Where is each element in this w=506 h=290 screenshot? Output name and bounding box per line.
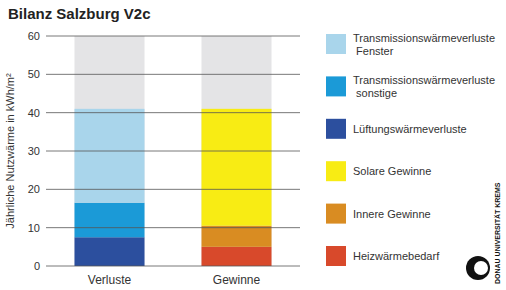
legend-swatch — [326, 76, 346, 96]
grid-line — [46, 266, 300, 267]
legend-line: Transmissionswärmeverluste — [353, 32, 495, 44]
bar-segment — [75, 237, 145, 266]
logo-mark — [466, 256, 490, 280]
grid-line — [46, 151, 300, 152]
tick-label: 50 — [28, 68, 40, 80]
legend-line: sonstige — [353, 87, 397, 99]
tick-label: 30 — [28, 145, 40, 157]
grid-line — [46, 112, 300, 113]
grid-line — [46, 189, 300, 190]
grid-line — [46, 74, 300, 75]
legend-swatch — [326, 246, 346, 266]
grid-line — [46, 227, 300, 228]
grid-line — [46, 36, 300, 37]
bar-segment — [75, 109, 145, 203]
category-label: Verluste — [88, 273, 132, 287]
bars — [75, 109, 272, 266]
legend-swatch — [326, 204, 346, 224]
legend-label: Solare Gewinne — [353, 165, 431, 177]
y-axis-label: Jährliche Nutzwärme in kWh/m² — [4, 73, 16, 229]
legend-line: Fenster — [353, 45, 394, 57]
tick-label: 10 — [28, 222, 40, 234]
legend-line: Transmissionswärmeverluste — [353, 74, 495, 86]
legend-label: Transmissionswärmeverluste Fenster — [353, 32, 495, 57]
legend-label: Heizwärmebedarf — [353, 250, 440, 262]
logo-mark — [474, 261, 488, 275]
tick-label: 0 — [34, 260, 40, 272]
tick-label: 40 — [28, 107, 40, 119]
legend-swatch — [326, 119, 346, 139]
legend-label: Lüftungswärmeverluste — [353, 123, 467, 135]
chart: Bilanz Salzburg V2c Jährliche Nutzwärme i… — [0, 0, 506, 290]
bar-segment — [202, 109, 272, 226]
legend-label: Innere Gewinne — [353, 208, 431, 220]
tick-label: 60 — [28, 30, 40, 42]
category-label: Gewinne — [213, 273, 261, 287]
bar-segment — [75, 203, 145, 238]
logo-text: DONAU UNIVERSITÄT KREMS — [494, 182, 501, 284]
bar-segment — [202, 226, 272, 247]
legend-swatch — [326, 34, 346, 54]
bar-segment — [202, 247, 272, 266]
tick-label: 20 — [28, 183, 40, 195]
legend-swatch — [326, 161, 346, 181]
legend-label: Transmissionswärmeverluste sonstige — [353, 74, 495, 99]
title: Bilanz Salzburg V2c — [8, 5, 151, 22]
